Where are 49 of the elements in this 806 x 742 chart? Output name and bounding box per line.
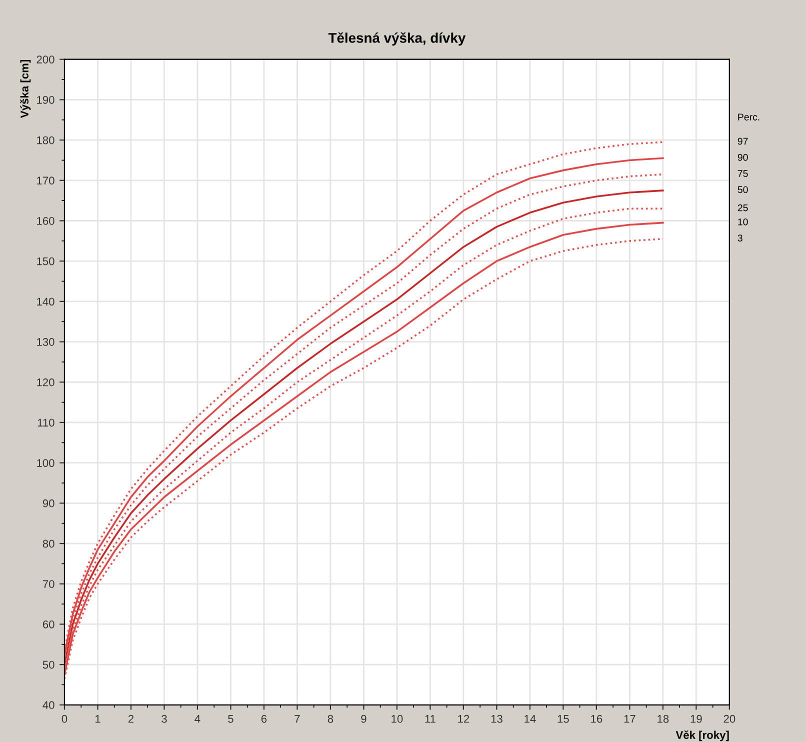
x-tick-label: 13 (491, 714, 502, 723)
x-tick-label: 2 (128, 714, 134, 723)
x-tick-label: 15 (558, 715, 569, 723)
x-tick-label: 7 (294, 715, 300, 723)
text: 10 (738, 218, 748, 226)
text: 3 (738, 234, 742, 242)
y-tick-label: 170 (37, 176, 54, 185)
x-tick-label: 4 (194, 715, 200, 723)
legend-title: Perc. (738, 114, 760, 120)
x-tick-label: 12 (458, 714, 470, 723)
text: 25 (738, 204, 748, 212)
x-axis-title: Věk [roky] (676, 730, 729, 742)
x-tick-label: 14 (524, 715, 536, 723)
text: 90 (738, 154, 748, 161)
y-tick-label: 200 (36, 56, 54, 64)
y-tick-label: 60 (42, 620, 54, 628)
y-tick-label: 90 (42, 499, 54, 508)
y-tick-label: 80 (42, 540, 54, 548)
y-tick-label: 40 (42, 701, 54, 710)
text: 50 (738, 186, 748, 194)
y-tick-label: 110 (38, 418, 54, 427)
y-axis-title: Výška [cm] (20, 60, 31, 118)
text: 75 (738, 170, 748, 177)
x-tick-label: 11 (425, 715, 436, 723)
y-tick-label: 140 (37, 298, 54, 306)
y-tick-label: 180 (37, 136, 54, 144)
x-tick-label: 19 (690, 714, 702, 723)
y-tick-label: 130 (37, 338, 54, 346)
y-tick-label: 120 (37, 378, 54, 386)
x-tick-label: 0 (62, 714, 68, 723)
x-tick-label: 5 (228, 715, 234, 723)
x-tick-label: 10 (392, 714, 403, 723)
x-tick-label: 6 (261, 714, 267, 723)
y-tick-label: 50 (42, 660, 54, 669)
y-tick-label: 70 (42, 580, 54, 588)
y-tick-label: 100 (37, 459, 54, 467)
x-tick-label: 9 (361, 714, 366, 723)
x-tick-label: 8 (328, 714, 334, 723)
x-tick-label: 1 (95, 715, 100, 723)
x-tick-label: 16 (591, 714, 602, 723)
x-tick-label: 18 (658, 714, 669, 723)
x-tick-label: 3 (162, 714, 167, 723)
y-tick-label: 190 (37, 96, 54, 104)
chart-title: Tělesná výška, dívky (328, 32, 466, 46)
y-tick-label: 160 (37, 217, 54, 225)
x-tick-label: 17 (624, 715, 636, 723)
x-tick-label: 20 (724, 714, 736, 723)
text: 97 (738, 138, 748, 145)
y-tick-label: 150 (37, 257, 54, 266)
